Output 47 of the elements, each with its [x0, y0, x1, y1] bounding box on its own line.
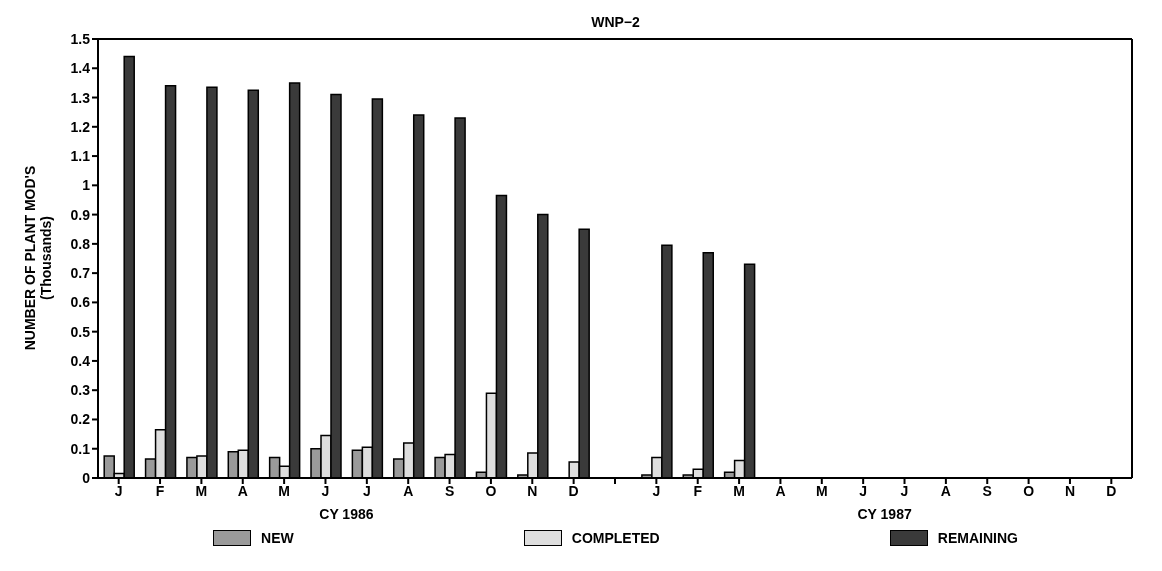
- x-tick-label: S: [444, 482, 455, 499]
- y-tick-label: 0.9: [70, 206, 91, 223]
- text: CY 1987: [857, 506, 912, 522]
- x-tick-label: A: [775, 482, 786, 499]
- x-tick-label: O: [485, 482, 497, 499]
- y-tick-label: 0.6: [70, 294, 91, 311]
- x-tick-label: J: [652, 482, 661, 499]
- text: CY 1986: [319, 506, 374, 522]
- y-tick-label: 1.1: [70, 148, 91, 165]
- x-tick-label: J: [114, 482, 123, 499]
- x-tick-label: F: [693, 482, 703, 499]
- legend-label: REMAINING: [937, 530, 1018, 546]
- x-tick-label: A: [403, 482, 414, 499]
- x-tick-label: S: [982, 482, 992, 499]
- x-tick-label: J: [321, 482, 330, 499]
- y-tick-label: 1: [82, 177, 91, 194]
- y-tick-label: 1.3: [70, 89, 91, 106]
- x-tick-label: J: [859, 482, 868, 499]
- y-tick-label: 0.4: [70, 352, 91, 369]
- x-tick-label: O: [1023, 482, 1035, 499]
- x-tick-label: D: [1106, 482, 1117, 499]
- y-tick-label: 1.2: [70, 118, 91, 135]
- y-tick-label: 1.4: [70, 60, 91, 77]
- x-tick-label: M: [733, 482, 745, 499]
- y-tick-label: 0: [82, 469, 91, 486]
- x-tick-label: J: [900, 482, 909, 499]
- legend-label: NEW: [261, 530, 294, 546]
- x-tick-label: J: [362, 482, 371, 499]
- y-tick-label: 0.8: [70, 235, 91, 252]
- legend-label: COMPLETED: [571, 530, 660, 546]
- y-tick-label: 1.5: [70, 30, 91, 47]
- y-tick-label: 0.5: [70, 323, 91, 340]
- y-tick-label: 0.3: [70, 382, 91, 399]
- y-tick-label: 0.7: [70, 265, 91, 282]
- y-tick-label: 0.1: [70, 440, 91, 457]
- x-tick-label: N: [1064, 482, 1076, 499]
- x-tick-label: M: [278, 482, 290, 499]
- x-tick-label: M: [195, 482, 208, 499]
- x-tick-label: M: [815, 482, 828, 499]
- x-tick-label: D: [568, 482, 579, 499]
- x-tick-label: N: [527, 482, 538, 499]
- x-tick-label: A: [237, 482, 248, 499]
- x-tick-label: F: [155, 482, 165, 499]
- chart-title: WNP−2: [590, 14, 641, 30]
- y-axis-title: NUMBER OF PLANT MOD'S (Thousands): [22, 165, 54, 351]
- x-tick-label: A: [940, 482, 951, 499]
- y-tick-label: 0.2: [70, 411, 91, 428]
